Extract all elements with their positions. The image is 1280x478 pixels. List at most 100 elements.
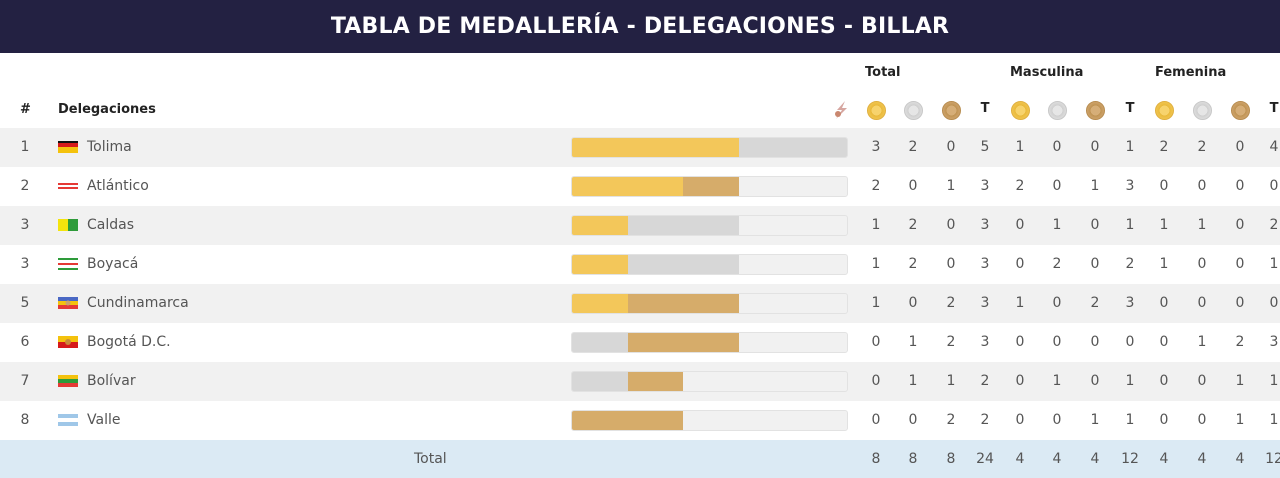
fem-t-cell: 1 [1269,256,1279,272]
masc-bronze-cell: 0 [1090,217,1100,233]
totals-row: Total 8 8 8 24 4 4 4 12 4 4 4 12 [0,440,1280,478]
rank-cell: 1 [20,139,30,155]
bronze-segment [683,177,739,196]
totals-fem-t-cell: 12 [1265,451,1280,467]
boyaca-flag-icon [58,258,78,270]
masc-t-cell: 2 [1125,256,1135,272]
medal-bar [571,176,848,197]
silver-medal-icon [904,101,923,120]
totals-masc-silver-cell: 4 [1052,451,1062,467]
total-silver-cell: 1 [908,373,918,389]
rank-cell: 7 [20,373,30,389]
total-t-cell: 2 [980,412,990,428]
medal-bar [571,137,848,158]
gold-segment [572,138,739,157]
total-gold-cell: 2 [871,178,881,194]
fem-gold-cell: 0 [1159,334,1169,350]
total-silver-cell: 1 [908,334,918,350]
total-t-cell: 3 [980,295,990,311]
masc-gold-cell: 0 [1015,217,1025,233]
total-gold-cell: 1 [871,217,881,233]
total-gold-cell: 0 [871,334,881,350]
group-total-label: Total [865,65,901,80]
masc-silver-cell: 0 [1052,295,1062,311]
table-row: 3 Boyacá 1 2 0 3 0 2 0 2 1 0 0 1 [0,245,1280,284]
masc-gold-cell: 0 [1015,256,1025,272]
fem-bronze-cell: 0 [1235,139,1245,155]
fem-gold-cell: 0 [1159,295,1169,311]
totals-fem-gold-cell: 4 [1159,451,1169,467]
silver-segment [572,333,628,352]
gold-segment [572,294,628,313]
delegation-name: Bogotá D.C. [87,334,171,350]
fem-silver-cell: 0 [1197,256,1207,272]
bronze-medal-icon [1231,101,1250,120]
fem-silver-cell: 1 [1197,334,1207,350]
bolivar-flag-icon [58,375,78,387]
total-bronze-cell: 0 [946,217,956,233]
delegation-name: Bolívar [87,373,136,389]
fem-t-header: T [1269,101,1279,116]
bronze-segment [627,372,683,391]
table-row: 6 Bogotá D.C. 0 1 2 3 0 0 0 0 0 1 2 3 [0,323,1280,362]
total-bronze-cell: 2 [946,334,956,350]
tolima-flag-icon [58,141,78,153]
total-bronze-cell: 0 [946,256,956,272]
gold-medal-icon [1155,101,1174,120]
masc-bronze-cell: 0 [1090,139,1100,155]
medal-bar [571,293,848,314]
total-gold-cell: 3 [871,139,881,155]
masc-bronze-cell: 2 [1090,295,1100,311]
fem-t-cell: 1 [1269,412,1279,428]
masc-t-cell: 1 [1125,412,1135,428]
gold-segment [572,216,628,235]
totals-total-bronze-cell: 8 [946,451,956,467]
masc-bronze-cell: 0 [1090,256,1100,272]
fem-silver-cell: 2 [1197,139,1207,155]
delegation-name: Boyacá [87,256,139,272]
valle-flag-icon [58,414,78,426]
group-header-row: Total Masculina Femenina [0,53,1280,91]
group-femenina-label: Femenina [1155,65,1227,80]
rank-cell: 6 [20,334,30,350]
table-row: 5 Cundinamarca 1 0 2 3 1 0 2 3 0 0 0 0 [0,284,1280,323]
fem-gold-cell: 1 [1159,256,1169,272]
gold-medal-icon [1011,101,1030,120]
total-t-cell: 2 [980,373,990,389]
total-t-cell: 3 [980,334,990,350]
masc-t-cell: 3 [1125,295,1135,311]
rank-cell: 3 [20,256,30,272]
fem-t-cell: 0 [1269,295,1279,311]
total-t-cell: 3 [980,256,990,272]
masc-silver-cell: 1 [1052,217,1062,233]
billiards-sport-icon [835,101,847,119]
bronze-segment [572,411,683,430]
fem-t-cell: 0 [1269,178,1279,194]
delegation-name: Valle [87,412,121,428]
fem-bronze-cell: 0 [1235,256,1245,272]
total-silver-cell: 0 [908,178,918,194]
total-t-cell: 3 [980,178,990,194]
fem-gold-cell: 2 [1159,139,1169,155]
atlantico-flag-icon [58,180,78,192]
masc-gold-cell: 1 [1015,139,1025,155]
masc-gold-cell: 2 [1015,178,1025,194]
total-bronze-cell: 2 [946,412,956,428]
table-row: 7 Bolívar 0 1 1 2 0 1 0 1 0 0 1 1 [0,362,1280,401]
rank-cell: 8 [20,412,30,428]
silver-segment [627,255,739,274]
masc-t-cell: 3 [1125,178,1135,194]
masc-silver-cell: 1 [1052,373,1062,389]
gold-segment [572,177,683,196]
fem-bronze-cell: 2 [1235,334,1245,350]
totals-total-t-cell: 24 [976,451,994,467]
masc-bronze-cell: 0 [1090,334,1100,350]
total-silver-cell: 0 [908,412,918,428]
silver-medal-icon [1048,101,1067,120]
cundinamarca-flag-icon [58,297,78,309]
silver-medal-icon [1193,101,1212,120]
totals-label: Total [414,451,447,467]
gold-segment [572,255,628,274]
masc-t-cell: 1 [1125,217,1135,233]
fem-t-cell: 2 [1269,217,1279,233]
